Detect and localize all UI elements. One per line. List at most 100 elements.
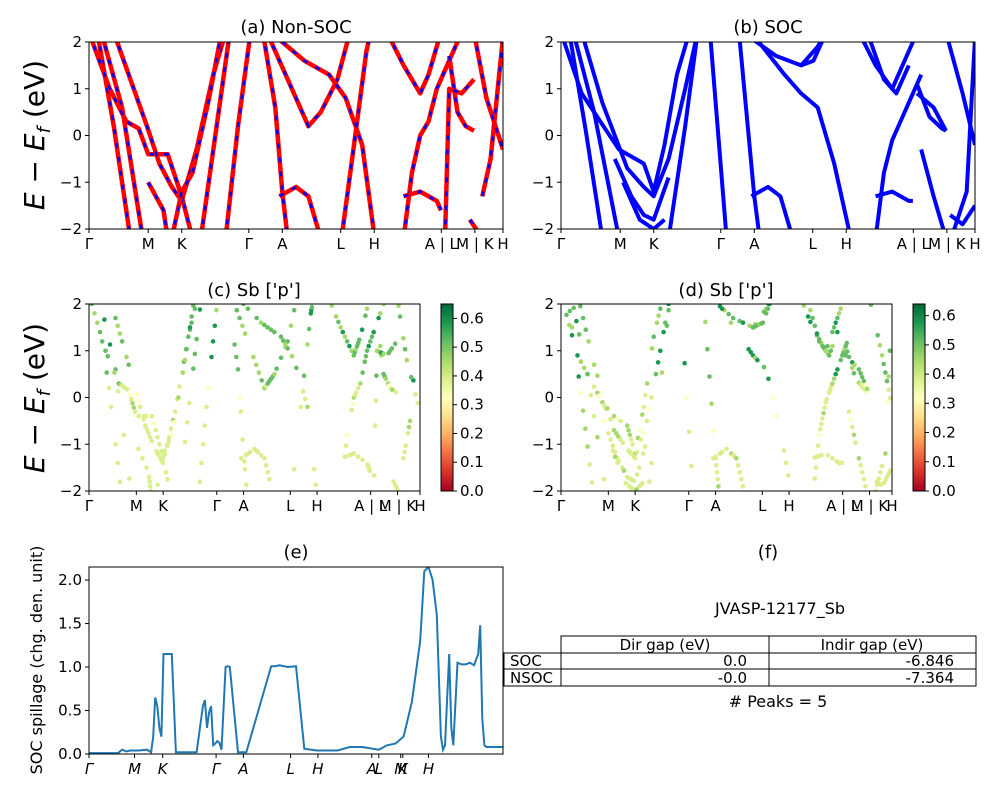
- projection-point: [825, 343, 830, 349]
- colorbar-label: 0.6: [460, 309, 484, 327]
- projection-point: [828, 348, 834, 354]
- projection-point: [371, 329, 377, 335]
- projection-point: [634, 472, 640, 477]
- projection-point: [242, 331, 248, 336]
- projection-point: [107, 342, 113, 347]
- projection-point: [615, 460, 620, 466]
- band-line-soc-dashed: [263, 42, 288, 229]
- projection-point: [408, 374, 414, 380]
- projection-point: [628, 437, 634, 442]
- projection-point: [623, 480, 629, 486]
- projection-point: [637, 427, 642, 433]
- band-line-nonsoc: [402, 189, 443, 212]
- band-line-soc: [621, 181, 666, 229]
- projection-point: [755, 357, 760, 363]
- band-line-soc-dashed: [225, 42, 251, 229]
- projection-point: [859, 470, 865, 475]
- ytick-label: 2: [544, 33, 554, 51]
- projection-point: [397, 314, 403, 319]
- table-header: Dir gap (eV): [620, 636, 711, 654]
- projection-point: [859, 374, 865, 380]
- projection-point: [812, 476, 818, 481]
- xtick-label: K: [649, 235, 660, 253]
- projection-point: [134, 392, 140, 397]
- projection-point: [146, 431, 151, 436]
- projection-point: [262, 322, 267, 328]
- projection-point: [835, 329, 840, 335]
- band-line-soc: [750, 184, 793, 229]
- projection-point: [115, 323, 120, 329]
- projection-point: [649, 395, 654, 400]
- projection-point: [121, 432, 127, 438]
- panel-d-title: (d) Sb ['p']: [678, 280, 773, 301]
- projection-point: [824, 396, 830, 402]
- projection-point: [868, 304, 874, 308]
- projection-point: [147, 434, 153, 440]
- projection-point: [254, 315, 259, 321]
- table-cell-value: -6.846: [906, 652, 954, 670]
- projection-point: [596, 393, 602, 399]
- projection-point: [209, 354, 214, 360]
- projection-point: [643, 392, 648, 398]
- band-line-soc-dashed: [447, 55, 475, 132]
- xtick-label: L: [375, 760, 383, 778]
- projection-point: [624, 423, 630, 428]
- projection-point: [189, 320, 194, 326]
- projection-point: [575, 353, 580, 358]
- projection-point: [336, 319, 341, 325]
- panel-f-title: (f): [758, 542, 778, 563]
- projection-point: [245, 306, 251, 312]
- projection-point: [567, 308, 573, 314]
- projection-point: [626, 427, 631, 433]
- projection-point: [258, 452, 264, 458]
- projection-point: [363, 313, 368, 319]
- projection-point: [136, 446, 141, 452]
- projection-point: [197, 479, 203, 484]
- ytick-label: 0.0: [58, 745, 82, 763]
- projection-point: [886, 374, 891, 379]
- projection-point: [836, 311, 842, 316]
- projection-point: [166, 438, 172, 444]
- projection-point: [711, 428, 716, 434]
- projection-point: [176, 395, 181, 400]
- projection-point: [719, 449, 725, 455]
- projection-point: [402, 449, 407, 455]
- ytick-label: −1: [60, 435, 82, 453]
- projection-point: [595, 373, 600, 379]
- projection-point: [763, 311, 769, 316]
- projection-point: [719, 306, 725, 312]
- panel-a-yticks: 2 1 0 −1 −2: [60, 33, 89, 238]
- projection-point: [251, 354, 256, 360]
- table-cell-value: 0.0: [723, 652, 747, 670]
- projection-point: [783, 460, 789, 466]
- projection-point: [651, 334, 656, 340]
- projection-point: [113, 315, 118, 321]
- projection-point: [713, 454, 718, 460]
- projection-point: [760, 320, 766, 326]
- projection-point: [583, 426, 588, 432]
- projection-point: [237, 315, 242, 321]
- projection-point: [374, 373, 379, 379]
- projection-point: [242, 459, 247, 464]
- colorbar-label: 0.6: [932, 307, 956, 325]
- projection-point: [106, 385, 112, 391]
- projection-point: [288, 323, 294, 329]
- projection-point: [205, 385, 211, 391]
- xtick-label: H: [783, 497, 794, 515]
- projection-point: [241, 304, 246, 307]
- projection-point: [740, 320, 746, 326]
- projection-point: [588, 392, 594, 398]
- projection-point: [378, 343, 383, 349]
- projection-point: [411, 378, 416, 383]
- projection-point: [381, 304, 386, 307]
- projection-point: [113, 442, 118, 447]
- projection-point: [214, 307, 219, 313]
- projection-point: [342, 334, 348, 340]
- xtick-label: Γ: [717, 235, 726, 253]
- projection-point: [272, 371, 277, 377]
- band-line-soc: [949, 204, 975, 227]
- xtick-label: H: [414, 497, 425, 515]
- projection-point: [115, 460, 120, 466]
- projection-point: [658, 306, 663, 312]
- band-line-nonsoc: [199, 42, 231, 229]
